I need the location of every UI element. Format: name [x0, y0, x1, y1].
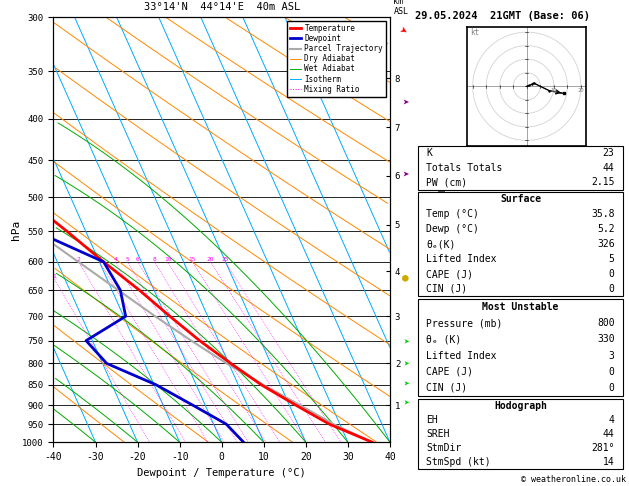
Text: 5: 5 — [609, 254, 615, 264]
Text: CIN (J): CIN (J) — [426, 383, 467, 393]
Y-axis label: Mixing Ratio  (g/kg): Mixing Ratio (g/kg) — [439, 176, 448, 283]
Text: 330: 330 — [597, 334, 615, 345]
Text: Most Unstable: Most Unstable — [482, 302, 559, 312]
Text: 3: 3 — [609, 350, 615, 361]
Text: 0: 0 — [609, 367, 615, 377]
Text: 44: 44 — [603, 429, 615, 439]
Y-axis label: hPa: hPa — [11, 220, 21, 240]
Text: 5: 5 — [126, 257, 130, 262]
Text: 23: 23 — [603, 148, 615, 158]
Text: 10: 10 — [550, 87, 557, 93]
Text: ➤: ➤ — [403, 399, 409, 408]
Text: Surface: Surface — [500, 194, 541, 205]
Text: Pressure (mb): Pressure (mb) — [426, 318, 503, 328]
Text: kt: kt — [470, 28, 479, 37]
X-axis label: Dewpoint / Temperature (°C): Dewpoint / Temperature (°C) — [137, 468, 306, 478]
Text: Lifted Index: Lifted Index — [426, 350, 497, 361]
Text: 5.2: 5.2 — [597, 224, 615, 234]
Text: K: K — [426, 148, 432, 158]
Text: EH: EH — [426, 415, 438, 425]
Text: CIN (J): CIN (J) — [426, 284, 467, 294]
Text: © weatheronline.co.uk: © weatheronline.co.uk — [521, 474, 626, 484]
Text: Totals Totals: Totals Totals — [426, 163, 503, 173]
Legend: Temperature, Dewpoint, Parcel Trajectory, Dry Adiabat, Wet Adiabat, Isotherm, Mi: Temperature, Dewpoint, Parcel Trajectory… — [287, 21, 386, 97]
Text: 3: 3 — [97, 257, 101, 262]
Text: 6: 6 — [136, 257, 140, 262]
Text: 44: 44 — [603, 163, 615, 173]
Text: ➤: ➤ — [396, 24, 409, 39]
Text: ➤: ➤ — [403, 360, 409, 369]
Text: 800: 800 — [597, 318, 615, 328]
Text: 25: 25 — [221, 257, 229, 262]
Text: 0: 0 — [609, 284, 615, 294]
Text: StmSpd (kt): StmSpd (kt) — [426, 457, 491, 467]
Text: Temp (°C): Temp (°C) — [426, 209, 479, 219]
Text: 35.8: 35.8 — [591, 209, 615, 219]
Text: 10: 10 — [164, 257, 171, 262]
Text: Dewp (°C): Dewp (°C) — [426, 224, 479, 234]
Text: SREH: SREH — [426, 429, 450, 439]
Text: θₑ (K): θₑ (K) — [426, 334, 462, 345]
Text: Hodograph: Hodograph — [494, 400, 547, 411]
Text: km
ASL: km ASL — [393, 0, 408, 16]
Text: ●: ● — [402, 272, 409, 282]
Text: 29.05.2024  21GMT (Base: 06): 29.05.2024 21GMT (Base: 06) — [415, 11, 590, 21]
Text: 0: 0 — [609, 269, 615, 279]
Text: 4: 4 — [113, 257, 117, 262]
Text: ➤: ➤ — [402, 97, 409, 107]
Text: 326: 326 — [597, 239, 615, 249]
Text: 14: 14 — [603, 457, 615, 467]
Text: PW (cm): PW (cm) — [426, 177, 467, 187]
Text: 8: 8 — [152, 257, 156, 262]
Text: 4: 4 — [609, 415, 615, 425]
Text: ➤: ➤ — [402, 170, 409, 180]
Text: StmDir: StmDir — [426, 443, 462, 453]
Text: 15: 15 — [189, 257, 196, 262]
Text: 1: 1 — [53, 274, 57, 279]
Text: CAPE (J): CAPE (J) — [426, 367, 474, 377]
Text: 20: 20 — [577, 87, 584, 93]
Text: 2: 2 — [77, 257, 81, 262]
Text: ➤: ➤ — [403, 379, 409, 389]
Text: 0: 0 — [609, 383, 615, 393]
Text: CAPE (J): CAPE (J) — [426, 269, 474, 279]
Text: 20: 20 — [207, 257, 214, 262]
Text: 2.15: 2.15 — [591, 177, 615, 187]
Text: 281°: 281° — [591, 443, 615, 453]
Text: Lifted Index: Lifted Index — [426, 254, 497, 264]
Text: ➤: ➤ — [403, 338, 409, 347]
Text: 33°14'N  44°14'E  40m ASL: 33°14'N 44°14'E 40m ASL — [143, 2, 300, 12]
Text: θₑ(K): θₑ(K) — [426, 239, 456, 249]
